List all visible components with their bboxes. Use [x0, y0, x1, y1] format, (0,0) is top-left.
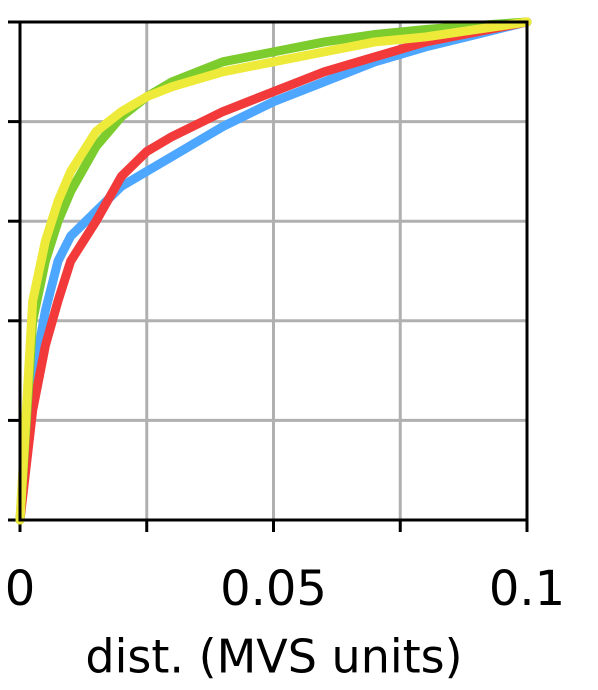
x-tick-label: 0.1	[489, 561, 565, 617]
plot-frame	[18, 20, 529, 522]
x-tick-label: 0.05	[220, 561, 327, 617]
x-axis-label: dist. (MVS units)	[85, 630, 462, 684]
series-line	[15, 17, 532, 525]
series-line	[15, 17, 532, 525]
series-line	[15, 17, 532, 525]
x-tick-label: 0	[5, 561, 36, 617]
